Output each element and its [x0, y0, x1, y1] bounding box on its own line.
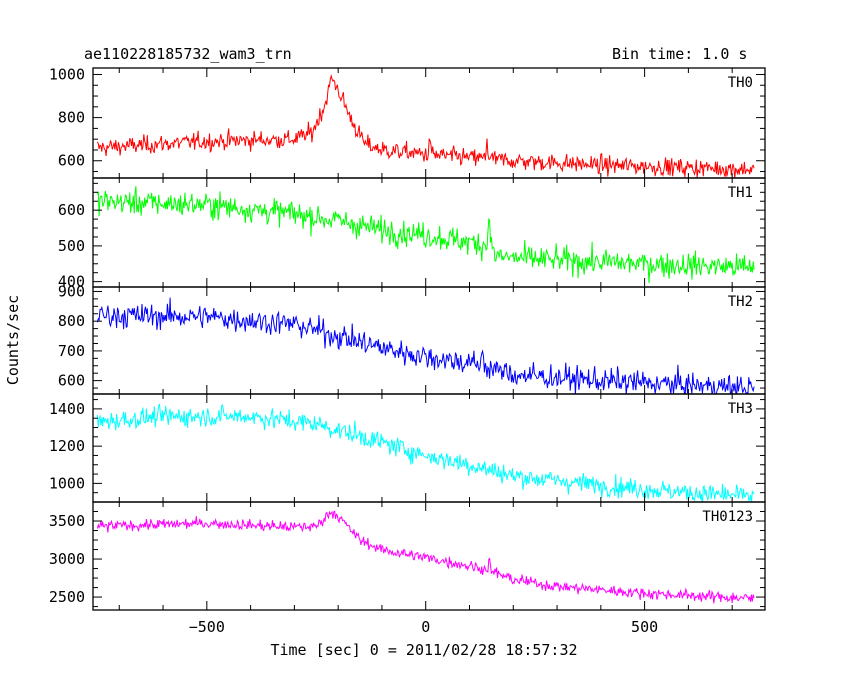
panel-label-th1: TH1 [728, 185, 753, 201]
y-tick-label: 3500 [49, 512, 85, 530]
series-th0123-line [96, 510, 755, 604]
y-tick-label: 3000 [49, 550, 85, 568]
frames-layer [92, 67, 766, 611]
y-tick-label: 1000 [49, 474, 85, 492]
chart-title-left: ae110228185732_wam3_trn [84, 45, 292, 63]
y-tick-label: 2500 [49, 588, 85, 606]
series-th0-line [96, 73, 755, 178]
traces-layer [96, 73, 755, 604]
panel-label-th2: TH2 [728, 294, 753, 310]
y-tick-label: 800 [58, 109, 85, 127]
y-tick-label: 900 [58, 282, 85, 300]
y-tick-label: 600 [58, 372, 85, 390]
y-tick-label: 1400 [49, 400, 85, 418]
x-tick-label: −500 [189, 618, 225, 636]
y-tick-label: 700 [58, 342, 85, 360]
panel-label-th0: TH0 [728, 75, 753, 91]
x-tick-label: 0 [421, 618, 430, 636]
y-tick-label: 500 [58, 237, 85, 255]
chart-title-right: Bin time: 1.0 s [612, 45, 748, 63]
panel-frame-th0 [92, 67, 766, 179]
panel-frame-th0123 [92, 501, 766, 611]
y-tick-label: 600 [58, 201, 85, 219]
y-tick-label: 1200 [49, 437, 85, 455]
panel-label-th0123: TH0123 [702, 509, 753, 525]
y-tick-label: 600 [58, 152, 85, 170]
labels-layer: TH0 600 800 1000 TH1 400 500 600 TH2 600 700 800 900… [4, 65, 753, 659]
y-tick-label: 400 [58, 273, 85, 291]
x-axis-label: Time [sec] 0 = 2011/02/28 18:57:32 [270, 641, 577, 659]
series-th3-line [96, 403, 755, 502]
series-th2-line [96, 297, 755, 394]
y-tick-label: 800 [58, 312, 85, 330]
x-tick-label: 500 [631, 618, 658, 636]
panel-label-th3: TH3 [728, 401, 753, 417]
panel-frame-th2 [92, 286, 766, 395]
series-th1-line [96, 186, 755, 284]
y-tick-label: 1000 [49, 65, 85, 83]
y-axis-label: Counts/sec [4, 295, 22, 385]
